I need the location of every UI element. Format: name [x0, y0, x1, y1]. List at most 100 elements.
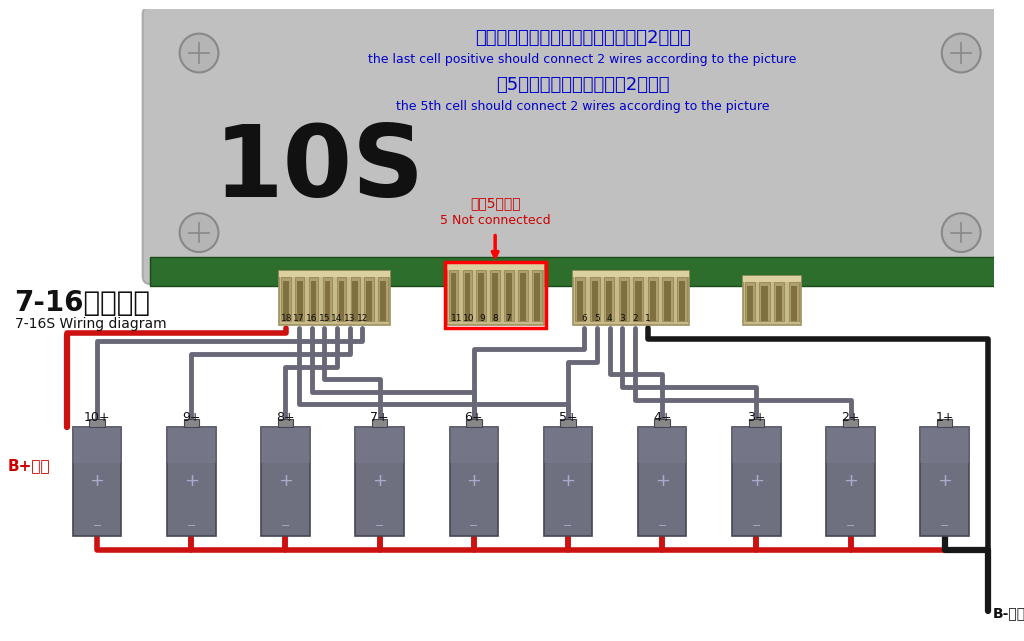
Bar [518, 269, 527, 321]
Text: −: − [375, 521, 384, 531]
Bar [310, 281, 316, 321]
Bar [504, 269, 514, 321]
Text: 10S: 10S [214, 121, 425, 218]
Bar [843, 419, 858, 427]
Text: 此头5根不接: 此头5根不接 [470, 197, 520, 210]
Text: 6: 6 [582, 314, 588, 323]
Text: +: + [278, 472, 293, 490]
Bar [791, 286, 797, 321]
Bar [380, 281, 386, 321]
Text: −: − [846, 521, 855, 531]
Bar [281, 278, 291, 321]
Text: 1+: 1+ [936, 411, 954, 424]
Text: 1: 1 [645, 314, 650, 323]
Text: 5+: 5+ [559, 411, 578, 424]
Bar [638, 427, 686, 463]
Bar [826, 427, 874, 535]
Text: 2: 2 [632, 314, 638, 323]
Bar [544, 427, 592, 535]
Bar [679, 281, 685, 321]
Bar [826, 427, 874, 463]
Text: +: + [89, 472, 104, 490]
Bar [732, 427, 780, 535]
Text: 4: 4 [607, 314, 612, 323]
Text: +: + [937, 472, 952, 490]
Text: 3: 3 [620, 314, 626, 323]
Bar [606, 281, 612, 321]
Bar [531, 269, 542, 321]
Text: B-总负: B-总负 [993, 606, 1024, 620]
Bar [339, 281, 344, 321]
Bar [283, 281, 289, 321]
Bar [937, 419, 952, 427]
Bar [478, 274, 484, 321]
Text: 5 Not connectecd: 5 Not connectecd [440, 213, 551, 226]
Circle shape [942, 213, 981, 252]
Bar [279, 272, 390, 325]
Text: −: − [469, 521, 478, 531]
Text: 第5串电池上要接如图对应2条排线: 第5串电池上要接如图对应2条排线 [496, 76, 670, 94]
Bar [466, 419, 481, 427]
Bar [788, 282, 799, 321]
Text: +: + [183, 472, 199, 490]
Text: 10: 10 [463, 314, 475, 323]
Bar [450, 427, 498, 463]
Bar [73, 427, 122, 463]
Bar [592, 281, 598, 321]
Text: 5: 5 [594, 314, 600, 323]
Bar [572, 272, 689, 325]
Bar [638, 427, 686, 535]
Bar [506, 274, 512, 321]
Text: +: + [560, 472, 575, 490]
Bar [308, 278, 318, 321]
Text: 7-16S Wiring diagram: 7-16S Wiring diagram [14, 317, 166, 331]
Text: 8: 8 [493, 314, 498, 323]
Bar [776, 286, 782, 321]
Text: 14: 14 [331, 314, 343, 323]
Text: 4+: 4+ [653, 411, 672, 424]
Text: 18: 18 [281, 314, 292, 323]
Bar [544, 427, 592, 463]
Circle shape [179, 213, 218, 252]
Bar [490, 269, 500, 321]
Text: 15: 15 [318, 314, 330, 323]
Text: 10+: 10+ [84, 411, 111, 424]
Bar [295, 278, 304, 321]
Text: −: − [752, 521, 761, 531]
Bar [261, 427, 309, 463]
Bar [633, 278, 643, 321]
Bar [774, 282, 784, 321]
Text: 17: 17 [293, 314, 305, 323]
Text: +: + [749, 472, 764, 490]
Text: 9+: 9+ [182, 411, 201, 424]
Bar [534, 274, 540, 321]
Bar [654, 419, 670, 427]
Bar [744, 282, 755, 321]
Bar [604, 278, 614, 321]
Bar [367, 281, 373, 321]
Circle shape [179, 33, 218, 72]
Text: 8+: 8+ [276, 411, 295, 424]
Text: 3+: 3+ [748, 411, 766, 424]
Bar [749, 419, 764, 427]
Bar [618, 278, 629, 321]
Bar [648, 278, 658, 321]
Bar [921, 427, 969, 535]
Bar [476, 269, 486, 321]
Bar [520, 274, 525, 321]
Text: +: + [843, 472, 858, 490]
Bar [261, 427, 309, 535]
Bar [151, 257, 995, 286]
Bar [665, 281, 671, 321]
Bar [355, 427, 403, 463]
Bar [635, 281, 641, 321]
Bar [465, 274, 470, 321]
Text: 11: 11 [451, 314, 462, 323]
Text: −: − [92, 521, 101, 531]
Text: B+总正: B+总正 [8, 458, 50, 473]
FancyBboxPatch shape [142, 6, 1002, 284]
Bar [560, 419, 575, 427]
Bar [450, 427, 498, 535]
Bar [355, 427, 403, 535]
Bar [183, 419, 199, 427]
